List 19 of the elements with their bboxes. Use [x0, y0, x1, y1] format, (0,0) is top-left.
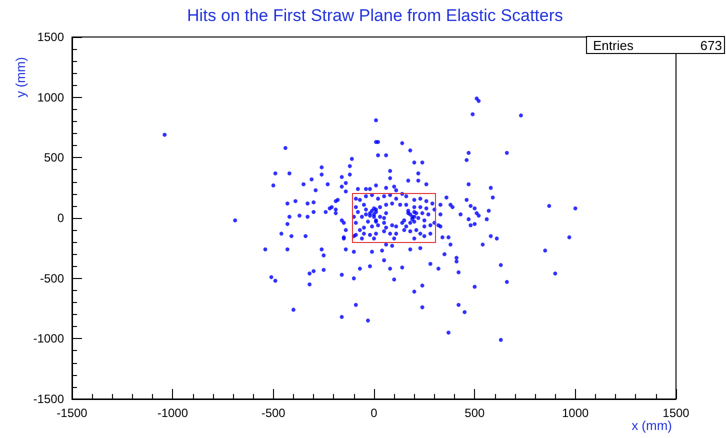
annotation: Entries — [593, 37, 634, 55]
y-tick-label: -1500 — [33, 392, 64, 406]
y-tick-label: 1000 — [37, 90, 64, 104]
y-tick-label: -500 — [40, 271, 64, 286]
y-tick-label: 1500 — [37, 30, 64, 44]
y-tick-label: 500 — [44, 150, 64, 165]
x-axis-title: x (mm) — [632, 418, 672, 433]
x-tick-label: 1500 — [662, 406, 690, 420]
chart-title: Hits on the First Straw Plane from Elastic Scatters — [186, 6, 564, 25]
y-axis-title: y (mm) — [13, 57, 28, 98]
x-tick-label: 0 — [370, 406, 378, 420]
y-tick-label: 0 — [57, 211, 64, 225]
x-tick-label: -1500 — [56, 406, 88, 420]
x-tick-label: -1000 — [157, 406, 188, 420]
y-tick-label: -1000 — [33, 332, 64, 346]
x-tick-label: 1000 — [562, 406, 590, 420]
x-tick-label: 500 — [464, 406, 485, 420]
x-tick-label: -500 — [261, 406, 286, 420]
text: 673 — [700, 37, 722, 55]
